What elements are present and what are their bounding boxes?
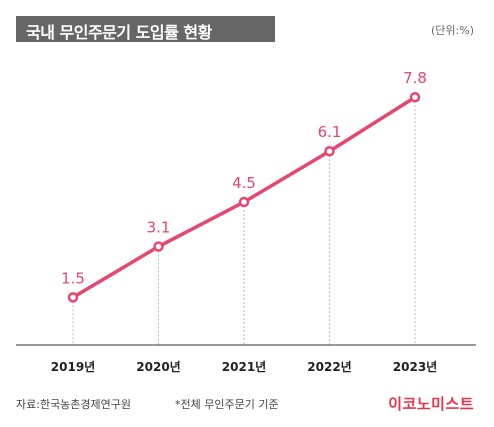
brand-logo: 이코노미스트 <box>388 395 474 413</box>
data-point <box>324 145 335 157</box>
data-point <box>238 196 250 208</box>
data-label: 3.1 <box>147 219 171 237</box>
x-tick-label: 2022년 <box>307 360 351 374</box>
source-note: 자료:한국농촌경제연구원 <box>16 398 132 411</box>
data-label: 4.5 <box>232 174 256 192</box>
footnote: *전체 무인주문기 기준 <box>175 398 279 411</box>
title-bar: 국내 무인주문기 도입률 현황 <box>16 16 275 42</box>
x-tick-label: 2020년 <box>136 360 180 374</box>
x-tick-label: 2019년 <box>51 360 95 374</box>
data-point <box>153 241 164 252</box>
data-label: 7.8 <box>403 69 427 87</box>
x-tick-label: 2023년 <box>393 360 437 374</box>
data-label: 6.1 <box>318 123 342 141</box>
data-point <box>67 292 79 303</box>
data-point <box>409 91 421 103</box>
chart-title: 국내 무인주문기 도입률 현황 <box>26 23 212 42</box>
x-tick-label: 2021년 <box>222 360 266 374</box>
data-label: 1.5 <box>61 269 85 287</box>
unit-label: (단위:%) <box>431 24 474 37</box>
